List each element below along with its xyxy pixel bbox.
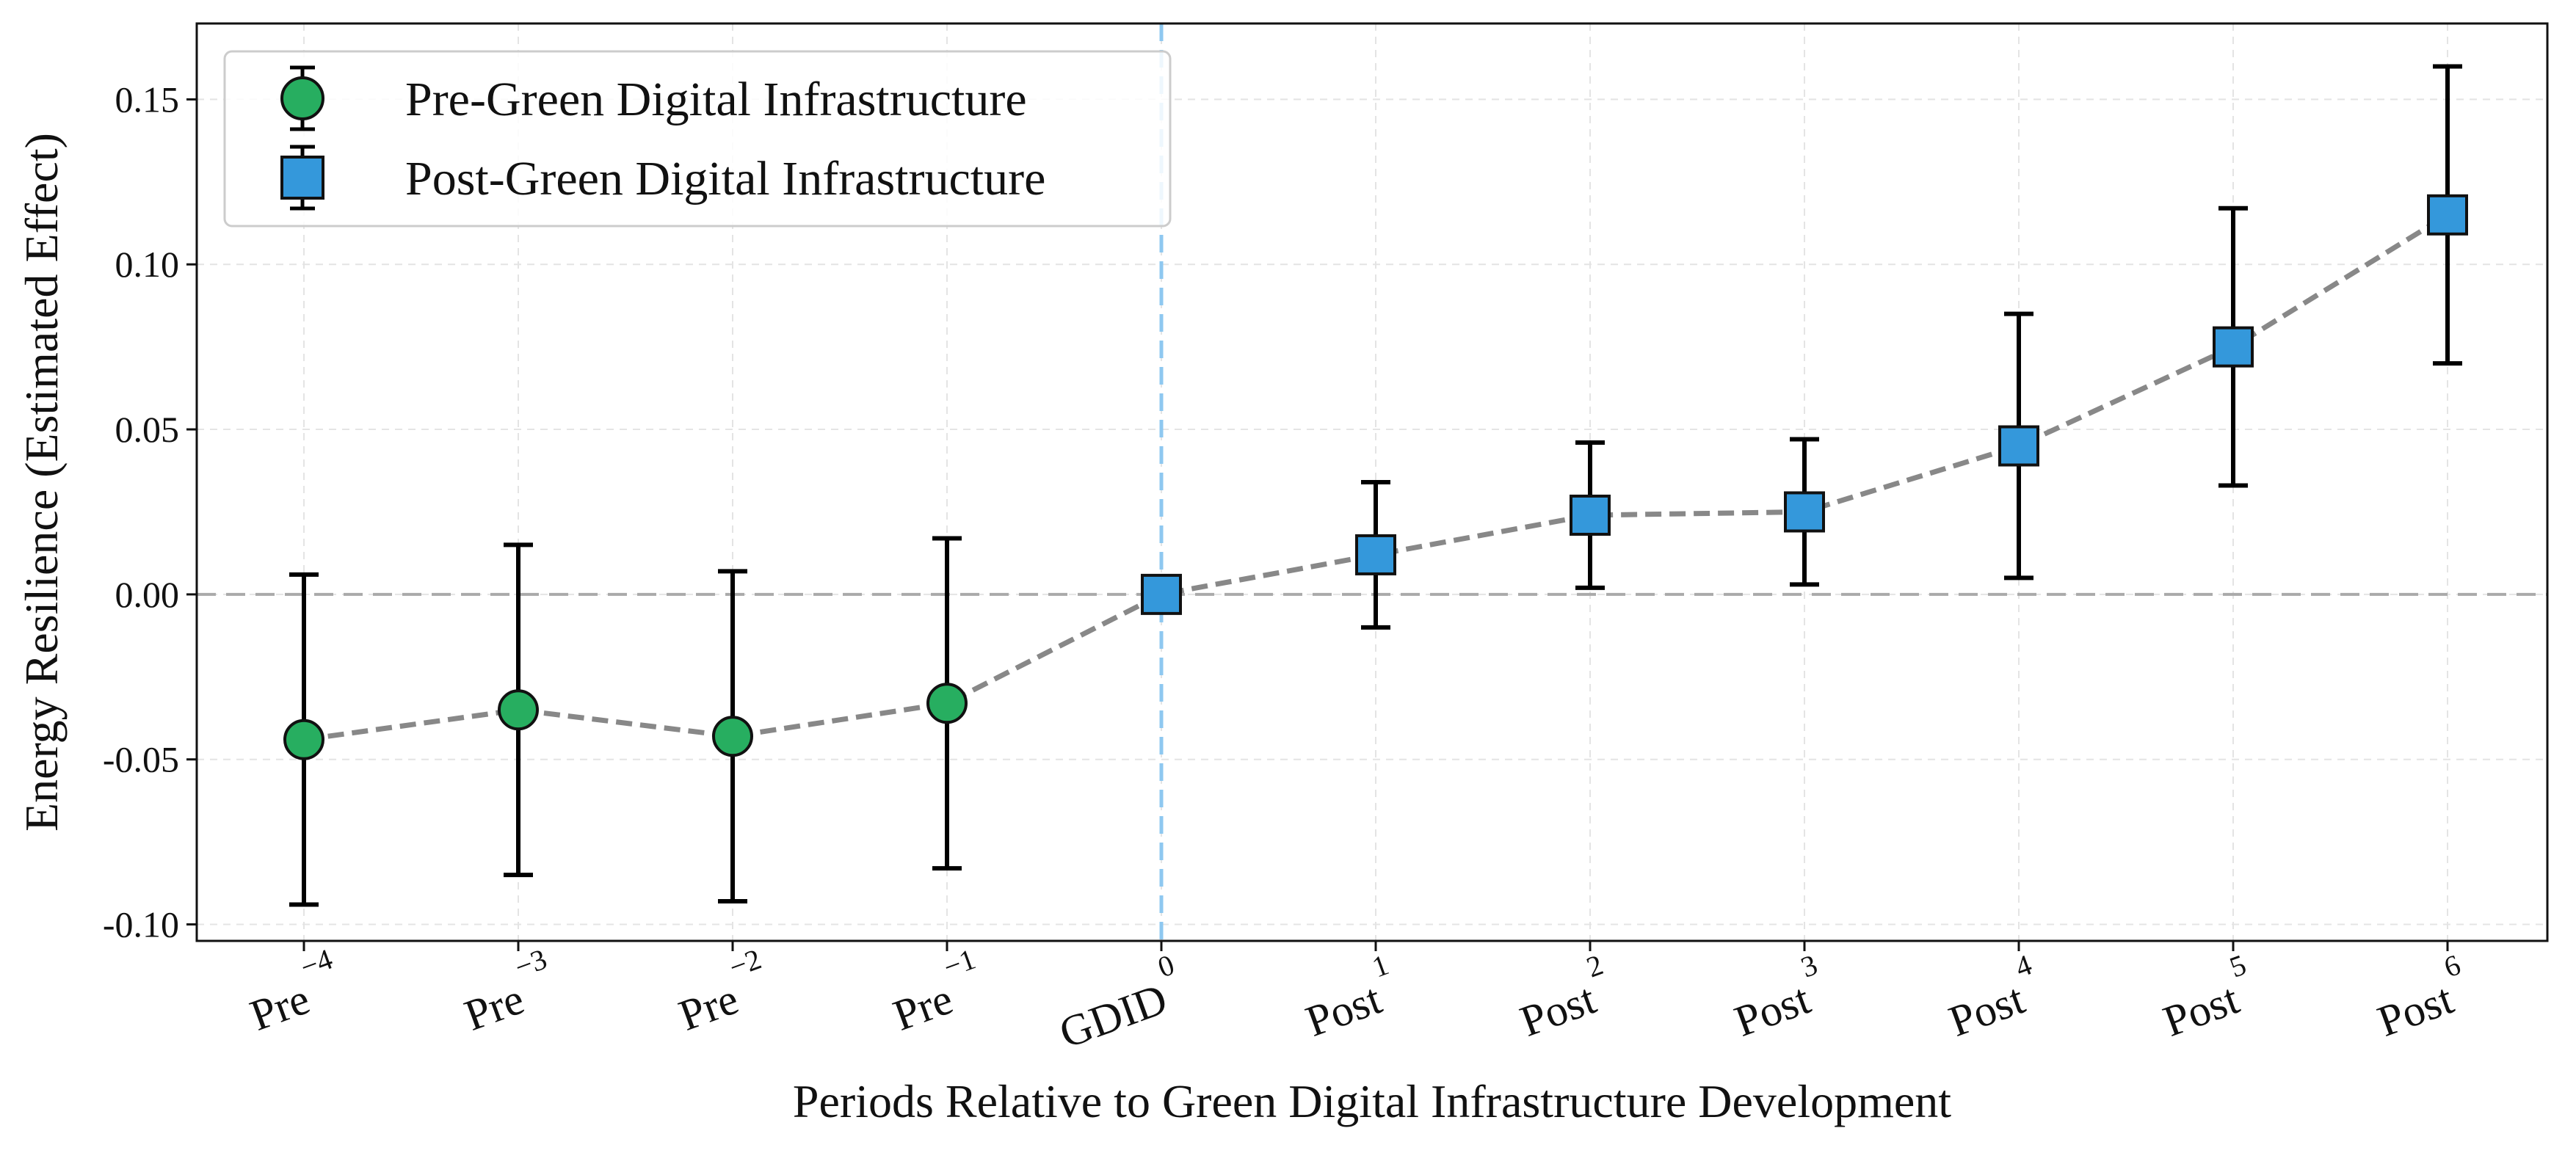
data-point-circle	[283, 719, 324, 760]
data-point-circle	[712, 716, 753, 757]
data-point-circle	[498, 689, 539, 731]
legend-marker-square	[280, 156, 324, 200]
y-tick-label: 0.10	[115, 244, 180, 285]
y-tick-label: -0.05	[103, 739, 179, 780]
data-point-square	[1784, 491, 1825, 533]
y-tick-label: -0.10	[103, 904, 179, 945]
legend-label: Pre-Green Digital Infrastructure	[405, 73, 1027, 126]
legend-box	[223, 50, 1172, 228]
data-point-square	[1570, 494, 1611, 536]
plot-frame	[195, 22, 2549, 942]
y-tick-label: 0.15	[115, 79, 180, 120]
data-point-square	[2427, 194, 2468, 236]
y-axis-label: Energy Resilience (Estimated Effect)	[15, 133, 68, 832]
data-point-square	[1998, 425, 2039, 467]
x-axis-label: Periods Relative to Green Digital Infras…	[793, 1075, 1951, 1127]
legend-marker-circle	[280, 76, 324, 120]
legend: Pre-Green Digital Infrastructure Post-Gre…	[223, 50, 1172, 228]
y-axis-ticks: -0.10 -0.05 0.00 0.05 0.10 0.15	[103, 79, 197, 945]
y-tick-label: 0.00	[115, 574, 180, 615]
legend-item: Pre-Green Digital Infrastructure	[280, 65, 1027, 131]
legend-item: Post-Green Digital Infrastructure	[280, 145, 1045, 211]
data-point-square	[2213, 326, 2254, 368]
reference-lines	[197, 23, 2547, 941]
y-tick-label: 0.05	[115, 409, 180, 450]
data-point-circle	[926, 683, 968, 724]
legend-label: Post-Green Digital Infrastructure	[405, 152, 1045, 205]
connector-lines	[303, 212, 2449, 743]
connector-line	[303, 212, 2449, 743]
grid-lines	[197, 23, 2547, 941]
data-point-square	[1355, 534, 1396, 575]
data-point-square	[1141, 573, 1182, 615]
data-markers	[283, 194, 2468, 760]
